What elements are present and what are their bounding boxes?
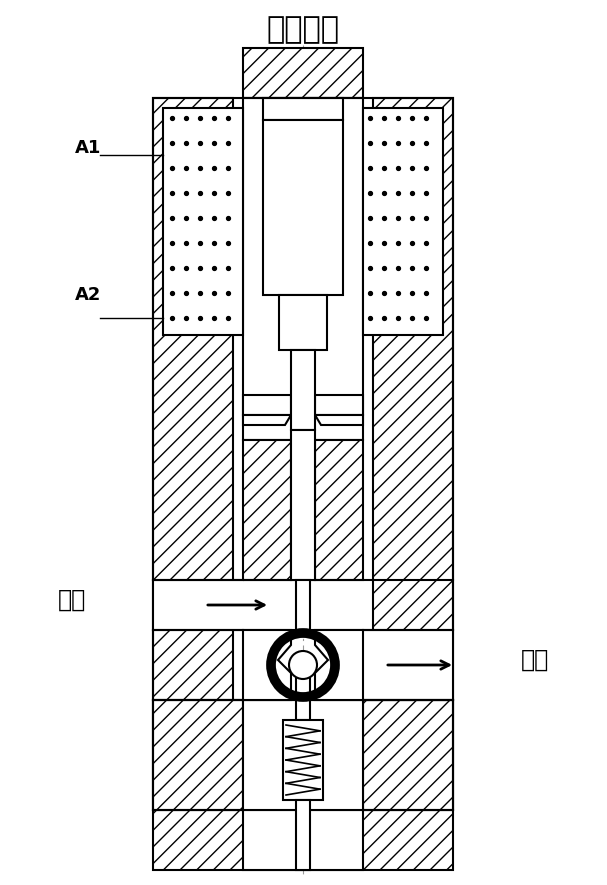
Polygon shape bbox=[315, 415, 363, 425]
Bar bbox=[263, 98, 343, 120]
Bar bbox=[163, 108, 243, 335]
Bar bbox=[296, 580, 310, 630]
Bar bbox=[243, 440, 291, 580]
Text: A2: A2 bbox=[75, 286, 101, 304]
Bar bbox=[291, 430, 315, 580]
Polygon shape bbox=[243, 415, 291, 425]
Bar bbox=[243, 48, 363, 98]
Text: A1: A1 bbox=[75, 139, 101, 157]
Bar bbox=[243, 395, 291, 415]
Bar bbox=[363, 700, 453, 810]
Bar bbox=[373, 98, 453, 810]
Bar bbox=[153, 810, 453, 870]
Bar bbox=[315, 440, 363, 580]
Text: 通电状态: 通电状态 bbox=[266, 16, 339, 44]
Bar bbox=[243, 810, 363, 870]
Bar bbox=[153, 700, 243, 810]
Text: 入口: 入口 bbox=[58, 588, 86, 612]
Bar bbox=[291, 350, 315, 430]
Bar bbox=[243, 700, 363, 810]
Bar bbox=[279, 295, 327, 350]
Bar bbox=[153, 98, 453, 810]
Bar bbox=[296, 665, 310, 720]
Polygon shape bbox=[315, 630, 363, 700]
Bar bbox=[153, 98, 233, 810]
Bar bbox=[243, 98, 363, 440]
Bar bbox=[263, 120, 343, 295]
Bar bbox=[315, 395, 363, 415]
Bar bbox=[153, 580, 243, 630]
Bar bbox=[296, 800, 310, 870]
Bar bbox=[363, 630, 453, 700]
Bar bbox=[363, 108, 443, 335]
Polygon shape bbox=[243, 630, 291, 700]
Text: 出口: 出口 bbox=[521, 648, 549, 672]
Circle shape bbox=[289, 651, 317, 679]
Bar bbox=[283, 720, 323, 800]
